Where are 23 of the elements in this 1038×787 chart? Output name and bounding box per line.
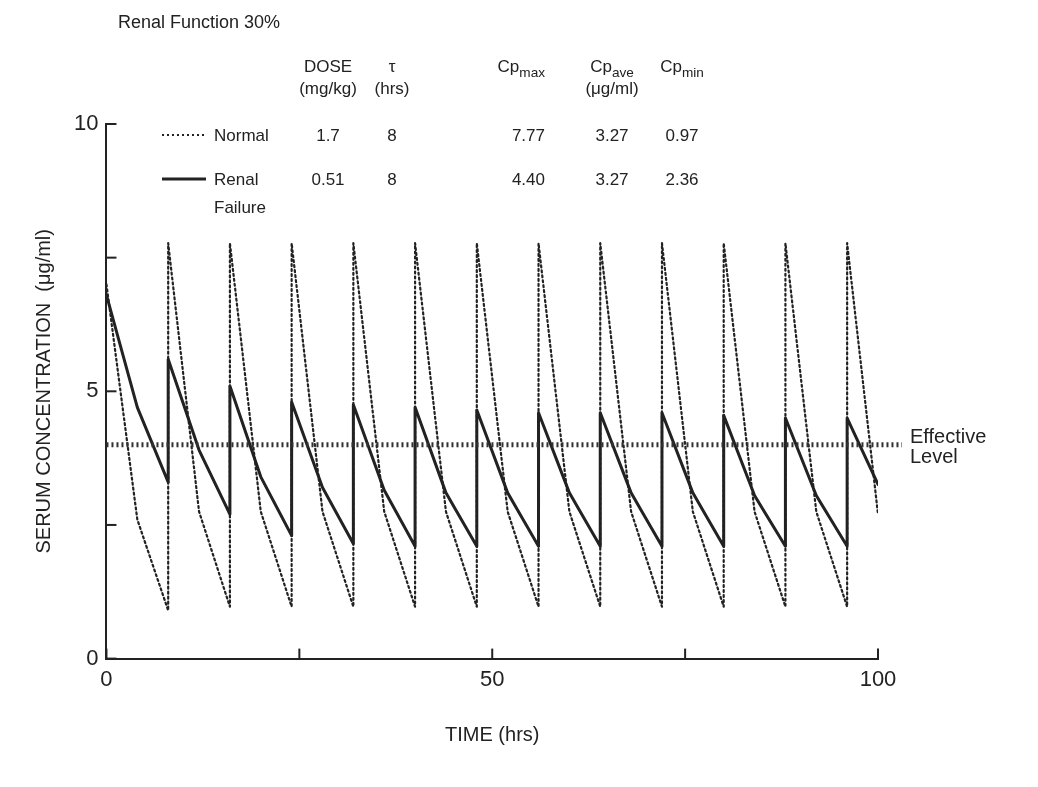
annotation: 7.77 — [511, 126, 546, 145]
y-tick-label: 5 — [86, 377, 99, 403]
text: DOSE (mg/kg) — [299, 57, 357, 98]
x-axis-title: TIME (hrs) — [445, 722, 540, 745]
text: τ (hrs) — [374, 57, 410, 98]
y-axis-title: SERUM CONCENTRATION (μg/ml) — [31, 229, 54, 554]
annotation: 3.27 — [595, 126, 629, 145]
annotation: 4.40 — [511, 170, 546, 189]
annotation: 0.97 — [665, 126, 699, 145]
annotation: 1.7 — [316, 126, 340, 145]
chart-title: Renal Function 30% — [118, 12, 281, 32]
ref-line-label: Effective Level — [910, 424, 987, 467]
legend-label: Normal — [214, 126, 269, 145]
annotation: 3.27 — [595, 170, 629, 189]
y-tick-label: 0 — [86, 644, 99, 670]
annotation: 8 — [387, 170, 397, 189]
annotation: 2.36 — [665, 170, 699, 189]
x-tick-label: 50 — [479, 665, 505, 691]
legend-label: Renal Failure — [214, 170, 266, 217]
annotation: 0.51 — [311, 170, 345, 189]
annotation: 8 — [387, 126, 397, 145]
x-tick-label: 100 — [859, 665, 897, 691]
y-tick-label: 10 — [73, 110, 99, 136]
